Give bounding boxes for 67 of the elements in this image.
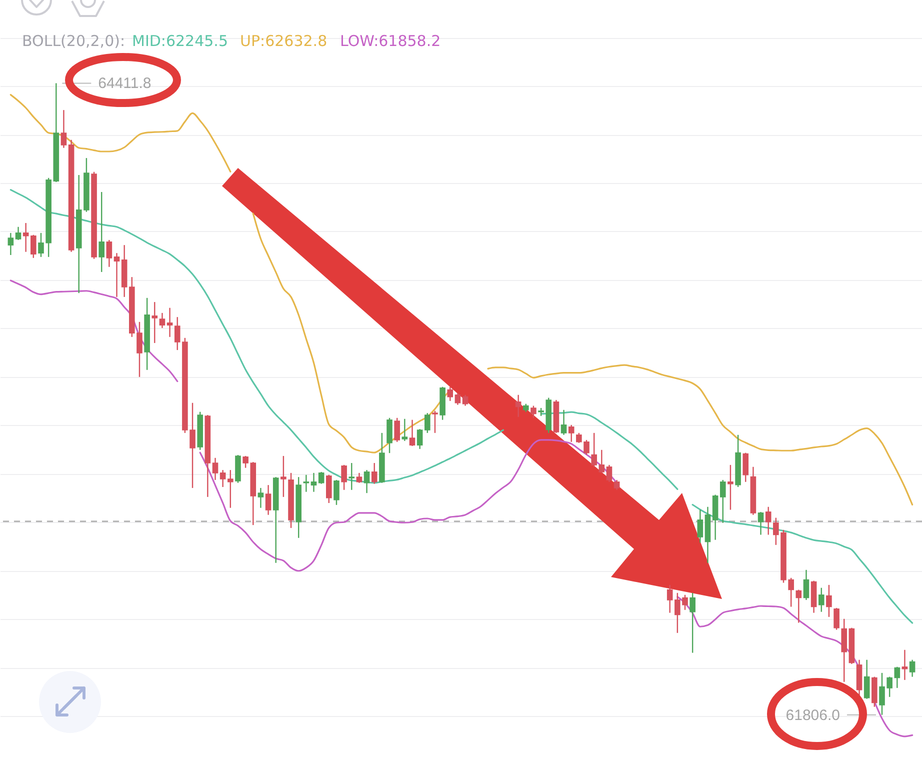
candlestick <box>15 226 22 241</box>
candlestick <box>841 618 848 682</box>
candlestick <box>758 511 764 536</box>
candlestick <box>606 464 612 482</box>
candlestick <box>416 428 423 450</box>
candlestick <box>326 474 332 504</box>
candlestick <box>568 424 574 443</box>
candlestick <box>98 191 104 273</box>
candlestick <box>447 386 454 402</box>
candlestick <box>106 239 112 268</box>
candlestick <box>394 417 400 443</box>
candlestick <box>697 509 704 544</box>
candlestick <box>834 607 840 630</box>
candlestick <box>159 312 166 329</box>
candlestick <box>909 659 916 678</box>
candlestick <box>265 484 272 516</box>
candlestick <box>60 109 67 148</box>
candlestick <box>560 409 567 436</box>
candlestick <box>462 394 468 406</box>
candlestick <box>515 394 522 418</box>
candlestick <box>818 587 824 612</box>
candlestick <box>591 432 597 468</box>
candlestick <box>402 418 408 442</box>
candlestick <box>220 469 226 488</box>
annotation: 61806.0 <box>786 706 840 724</box>
candlestick <box>152 301 158 344</box>
candlestick <box>334 479 340 506</box>
candlestick <box>728 464 734 510</box>
candlestick <box>212 457 218 481</box>
candlestick <box>614 479 620 490</box>
candlestick <box>8 232 14 256</box>
candlestick <box>348 462 355 490</box>
candlestick <box>803 569 810 601</box>
candlestick <box>530 405 536 419</box>
candlestick <box>364 469 370 494</box>
candlestick <box>454 392 461 406</box>
candlestick <box>796 589 802 624</box>
candlestick <box>341 464 347 490</box>
candlestick <box>166 307 173 338</box>
candlestick <box>424 412 430 434</box>
candlestick <box>864 659 870 700</box>
candlestick <box>310 472 317 492</box>
candlestick <box>598 449 605 474</box>
candlestick <box>280 455 286 498</box>
text: UP:62632.8 <box>240 32 328 50</box>
candlestick <box>742 452 749 482</box>
candlestick <box>356 472 362 484</box>
candlestick <box>114 252 120 298</box>
candlestick <box>228 469 234 508</box>
candlestick <box>432 410 438 434</box>
candlestick <box>765 506 772 536</box>
candlestick <box>303 474 310 492</box>
candlestick <box>30 234 36 259</box>
candlestick <box>22 222 29 252</box>
candlestick <box>409 419 416 447</box>
candlestick <box>720 479 726 524</box>
candlestick <box>258 487 264 508</box>
legend-title: BOLL(20,2,0): <box>22 32 126 50</box>
annotation: 64411.8 <box>98 75 152 92</box>
text: LOW:61858.2 <box>340 32 441 50</box>
candlestick <box>386 417 392 454</box>
candlestick <box>690 592 696 654</box>
candlestick <box>318 471 324 484</box>
candlestick <box>371 462 378 484</box>
candlestick <box>826 584 832 618</box>
candlestick <box>902 649 908 681</box>
text: MID:62245.5 <box>132 32 228 50</box>
